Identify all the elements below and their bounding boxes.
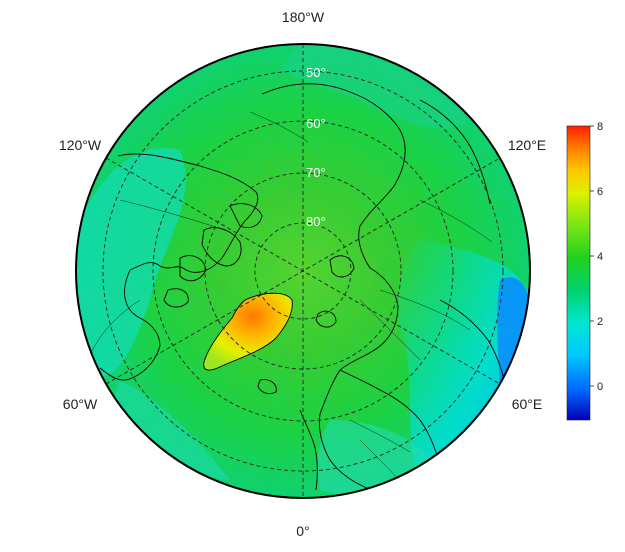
map-boundary xyxy=(75,43,531,499)
lon-label-0: 0° xyxy=(296,523,309,539)
borders xyxy=(87,111,493,491)
meridian-120w-60e xyxy=(105,157,501,385)
lon-label-120e: 120°E xyxy=(508,137,546,153)
lon-label-120w: 120°W xyxy=(59,137,102,153)
map-disc xyxy=(76,44,530,498)
lon-label-180w: 180°W xyxy=(282,9,325,25)
lat-label-70: 70° xyxy=(306,165,326,180)
colorbar-ramp xyxy=(566,125,591,421)
colorbar: 8 6 4 2 0 xyxy=(566,121,603,421)
lat-label-50: 50° xyxy=(306,65,326,80)
parallel-80 xyxy=(254,222,352,320)
colorbar-ticks xyxy=(590,125,594,387)
lon-label-60e: 60°E xyxy=(512,396,543,412)
coastlines xyxy=(99,83,509,491)
latitude-labels: 50° 60° 70° 80° xyxy=(306,65,326,229)
colorbar-tick-6: 6 xyxy=(597,186,603,198)
longitude-labels: 180°W 120°W 120°E 60°W 60°E 0° xyxy=(59,9,546,539)
parallel-60 xyxy=(152,120,454,422)
colorbar-tick-8: 8 xyxy=(597,121,603,133)
greenland-high-values xyxy=(203,293,293,371)
parallel-50 xyxy=(102,70,504,472)
colorbar-tick-4: 4 xyxy=(597,251,603,263)
lat-label-60: 60° xyxy=(306,116,326,131)
lon-label-60w: 60°W xyxy=(63,396,98,412)
colorbar-tick-2: 2 xyxy=(597,316,603,328)
colorbar-tick-0: 0 xyxy=(597,381,603,393)
lat-label-80: 80° xyxy=(306,214,326,229)
parallel-70 xyxy=(204,172,402,370)
graticule xyxy=(102,44,504,498)
